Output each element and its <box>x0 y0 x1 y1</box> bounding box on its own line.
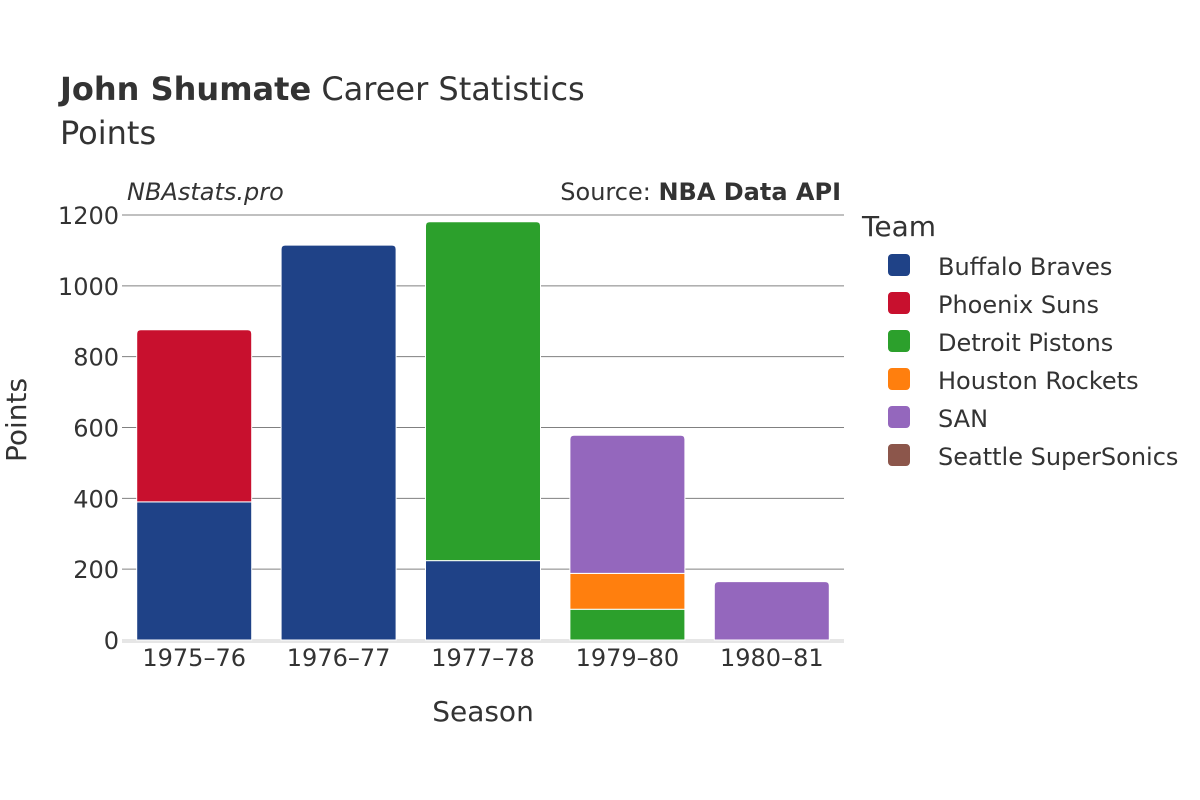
chart-title-bold: John Shumate <box>58 70 311 108</box>
bar-buffalo-braves-1[interactable] <box>280 244 397 641</box>
source-prefix: Source: <box>560 178 658 206</box>
x-axis-title: Season <box>432 695 534 728</box>
x-tick-label: 1979–80 <box>576 644 680 672</box>
source-credit: Source: NBA Data API <box>560 178 841 206</box>
y-tick-label: 200 <box>73 556 119 584</box>
chart-title: John Shumate Career Statistics <box>58 70 585 108</box>
bar-buffalo-braves-0[interactable] <box>136 501 253 641</box>
legend-label[interactable]: Phoenix Suns <box>938 291 1099 319</box>
source-name: NBA Data API <box>658 178 841 206</box>
legend-label[interactable]: Seattle SuperSonics <box>938 443 1178 471</box>
x-tick-labels: 1975–76 1976–77 1977–78 1979–80 1980–81 <box>142 644 823 672</box>
chart-subtitle: Points <box>60 114 156 152</box>
bar-detroit-pistons-2[interactable] <box>425 221 541 562</box>
y-tick-label: 400 <box>73 485 119 513</box>
y-tick-label: 600 <box>73 415 119 443</box>
legend-label[interactable]: Buffalo Braves <box>938 253 1112 281</box>
legend-swatch[interactable] <box>888 444 910 466</box>
y-tick-labels: 0 200 400 600 800 1000 1200 <box>58 202 119 655</box>
bar-phoenix-suns-0[interactable] <box>136 329 253 503</box>
chart-title-rest: Career Statistics <box>311 70 585 108</box>
x-tick-label: 1977–78 <box>431 644 535 672</box>
x-tick-label: 1975–76 <box>142 644 246 672</box>
legend-swatch[interactable] <box>888 254 910 276</box>
legend-swatch[interactable] <box>888 368 910 390</box>
bar-detroit-pistons-3[interactable] <box>569 608 686 641</box>
bar-buffalo-braves-2[interactable] <box>425 560 541 641</box>
legend-swatch[interactable] <box>888 406 910 428</box>
y-tick-label: 0 <box>104 627 119 655</box>
legend: Team Buffalo Braves Phoenix Suns Detroit P… <box>861 210 1178 471</box>
x-tick-label: 1976–77 <box>287 644 391 672</box>
y-tick-label: 800 <box>73 344 119 372</box>
x-tick-label: 1980–81 <box>720 644 824 672</box>
legend-label[interactable]: Houston Rockets <box>938 367 1139 395</box>
legend-swatch[interactable] <box>888 330 910 352</box>
y-tick-label: 1200 <box>58 202 119 230</box>
bar-san-3[interactable] <box>569 434 686 574</box>
y-tick-label: 1000 <box>58 273 119 301</box>
legend-swatch[interactable] <box>888 292 910 314</box>
bar-houston-rockets-3[interactable] <box>569 572 686 610</box>
y-axis-title: Points <box>0 378 33 462</box>
watermark: NBAstats.pro <box>127 178 284 206</box>
bar-san-4[interactable] <box>713 581 830 641</box>
legend-label[interactable]: Detroit Pistons <box>938 329 1113 357</box>
legend-label[interactable]: SAN <box>938 405 988 433</box>
legend-title: Team <box>861 210 936 243</box>
bars <box>136 221 830 641</box>
